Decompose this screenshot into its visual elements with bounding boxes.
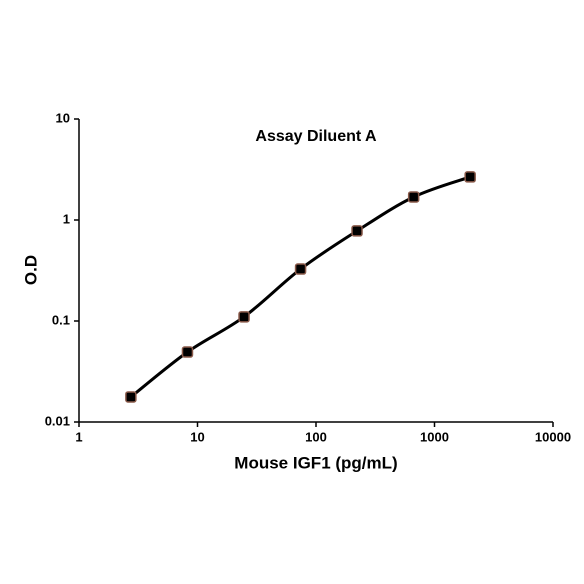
- y-tick-label: 1: [63, 211, 70, 226]
- y-axis-label: O.D: [21, 255, 40, 285]
- x-tick-label: 100: [305, 429, 327, 444]
- data-point: [125, 391, 137, 403]
- data-point: [351, 225, 363, 237]
- data-point: [407, 191, 420, 203]
- data-point: [464, 171, 476, 183]
- x-tick-label: 1000: [420, 429, 449, 444]
- chart-title: Assay Diluent A: [255, 128, 377, 145]
- x-tick-label: 1: [75, 429, 82, 444]
- y-tick-label: 10: [56, 110, 70, 125]
- data-point: [181, 346, 194, 358]
- y-tick-label: 0.1: [52, 312, 70, 327]
- x-tick-label: 10000: [535, 429, 571, 444]
- x-axis-label: Mouse IGF1 (pg/mL): [234, 453, 397, 472]
- data-point: [238, 311, 250, 323]
- data-point: [294, 263, 307, 275]
- x-tick-label: 10: [190, 429, 204, 444]
- y-tick-label: 0.01: [45, 413, 70, 428]
